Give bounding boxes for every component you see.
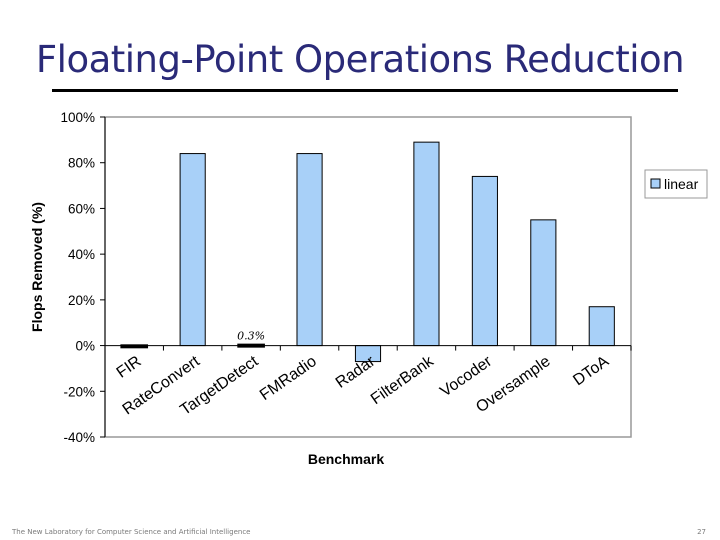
y-tick-label: 0% xyxy=(75,339,95,354)
y-tick-label: 20% xyxy=(68,293,95,308)
bar-rateconvert xyxy=(179,153,206,347)
y-tick-label: 40% xyxy=(68,247,95,262)
y-tick-label: 100% xyxy=(60,110,95,125)
page-number: 27 xyxy=(697,528,706,536)
legend-label: linear xyxy=(664,176,699,192)
footer-institution: The New Laboratory for Computer Science … xyxy=(12,528,251,536)
y-tick-label: -20% xyxy=(63,384,95,399)
y-axis-title: Flops Removed (%) xyxy=(29,202,45,332)
x-axis-title: Benchmark xyxy=(308,451,384,467)
y-tick-label: -40% xyxy=(63,430,95,445)
data-label-annotation: 0.3% xyxy=(237,330,265,343)
bar-filterbank xyxy=(413,141,440,347)
slide-title: Floating-Point Operations Reduction xyxy=(35,38,685,81)
y-tick-label: 60% xyxy=(68,201,95,216)
title-divider xyxy=(52,89,678,92)
legend-swatch xyxy=(650,178,661,189)
bar-vocoder xyxy=(471,175,498,347)
bar-fmradio xyxy=(296,153,323,347)
y-tick-label: 80% xyxy=(68,156,95,171)
bar-oversample xyxy=(530,219,557,347)
bar-dtoa xyxy=(588,306,615,347)
